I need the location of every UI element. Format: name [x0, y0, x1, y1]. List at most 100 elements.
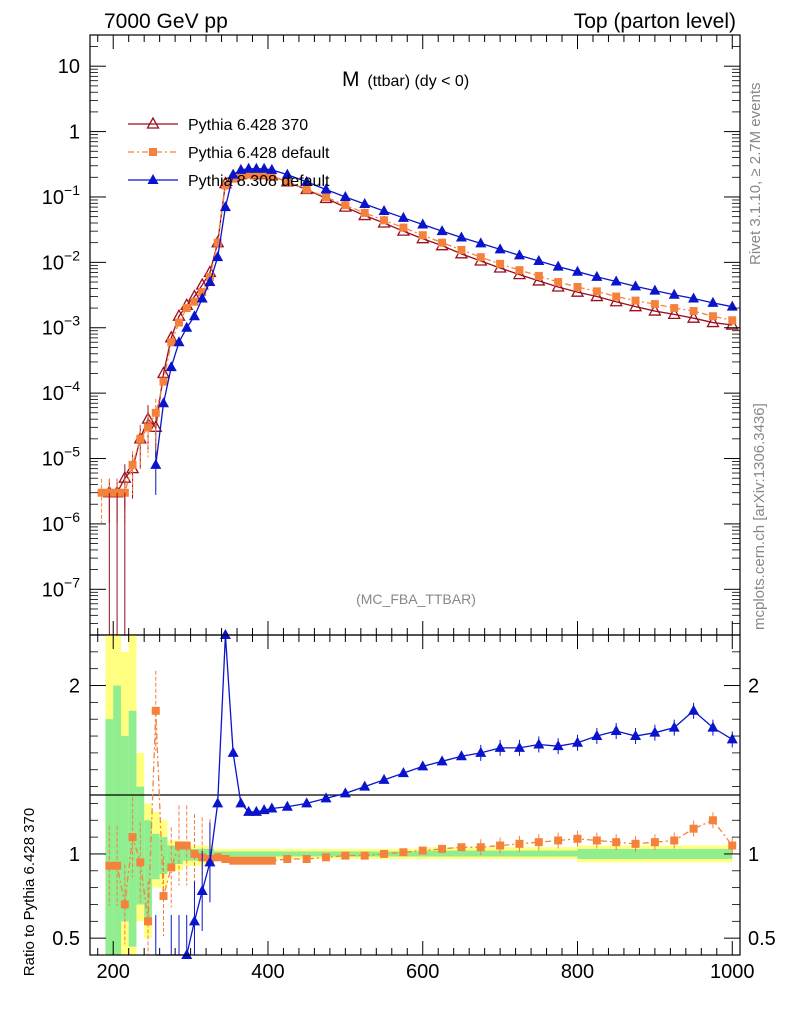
data-point	[235, 163, 247, 174]
ratio-point	[573, 834, 582, 843]
ratio-point	[320, 792, 332, 803]
data-point	[182, 304, 191, 313]
data-point	[592, 287, 601, 296]
data-point	[339, 190, 351, 201]
ratio-point	[689, 824, 698, 833]
ratio-y-tick-label: 0.5	[52, 928, 80, 950]
uncertainty-band	[105, 719, 114, 955]
ratio-y-tick-label-right: 1	[748, 844, 759, 866]
data-point	[572, 265, 583, 276]
series-line-1	[101, 173, 733, 494]
ratio-point	[592, 836, 601, 845]
data-point	[150, 458, 162, 469]
ratio-point	[213, 853, 222, 862]
uncertainty-band	[113, 685, 121, 955]
data-point	[630, 280, 642, 291]
data-point	[244, 170, 253, 179]
ratio-point	[631, 839, 640, 848]
data-point	[688, 292, 700, 303]
header-right: Top (parton level)	[574, 10, 736, 33]
data-point	[612, 292, 621, 301]
legend: Pythia 6.428 370 Pythia 6.428 default Pyth…	[128, 116, 330, 190]
data-point	[359, 198, 371, 209]
data-point	[728, 316, 737, 325]
data-point	[533, 254, 545, 265]
x-tick-label: 600	[406, 961, 439, 983]
data-point	[252, 170, 261, 179]
data-point	[198, 288, 207, 297]
ratio-point	[496, 841, 505, 850]
ratio-point	[266, 802, 278, 813]
ratio-point	[252, 856, 261, 865]
x-tick-label: 800	[561, 961, 594, 983]
ratio-point	[244, 856, 253, 865]
ratio-point	[475, 746, 487, 757]
ratio-y-tick-label-right: 0.5	[748, 928, 776, 950]
ratio-point	[136, 858, 145, 867]
ratio-point	[612, 838, 621, 847]
ratio-point	[438, 844, 447, 853]
rivet-label: Rivet 3.1.10, ≥ 2.7M events	[747, 83, 764, 266]
data-point	[236, 171, 245, 180]
main-yticks: 10−7 10−6 10−5 10−4 10−3 10−2 10−1 1 10	[42, 34, 740, 636]
ratio-point	[359, 780, 371, 791]
ratio-point	[260, 856, 269, 865]
ratio-point	[399, 848, 408, 857]
ratio-point	[243, 805, 255, 816]
ratio-yticks: 0.5 0.5 1 1 2 2	[52, 651, 776, 950]
data-point	[513, 249, 525, 260]
ratio-point	[301, 797, 313, 808]
data-point	[173, 336, 185, 347]
data-point	[667, 307, 681, 320]
ratio-point	[113, 861, 122, 870]
ratio-point	[455, 750, 467, 761]
ratio-xticks: 200 400 600 800 1000	[97, 635, 755, 983]
ratio-point	[196, 885, 208, 895]
ratio-point	[281, 800, 293, 811]
main-panel: 10−7 10−6 10−5 10−4 10−3 10−2 10−1 1 10 M (ttbar…	[42, 34, 741, 636]
ratio-point	[182, 841, 191, 850]
main-marks	[97, 162, 739, 635]
ratio-point	[229, 856, 238, 865]
data-point	[397, 211, 409, 222]
data-point	[188, 310, 200, 321]
data-point	[610, 275, 622, 286]
data-point	[515, 266, 524, 275]
ratio-point	[204, 856, 216, 867]
data-point	[213, 238, 222, 247]
ratio-point	[151, 706, 160, 715]
data-point	[380, 216, 389, 225]
ratio-point	[417, 760, 429, 771]
x-tick-label: 200	[97, 961, 130, 983]
ratio-panel: 0.5 0.5 1 1 2 2 200 400 600 800 1000 Ratio to Pyt…	[21, 629, 776, 983]
data-point	[221, 181, 230, 190]
plot-title: M (ttbar) (dy < 0)	[342, 68, 469, 91]
data-point	[475, 237, 487, 248]
uncertainty-band	[159, 837, 168, 875]
data-point	[534, 271, 543, 280]
data-point	[144, 423, 153, 432]
ratio-point	[235, 797, 247, 808]
y-tick-label: 10−5	[42, 444, 80, 471]
uncertainty-band	[120, 736, 129, 922]
ratio-point	[219, 629, 231, 639]
data-point	[341, 201, 350, 210]
y-tick-label: 10−7	[42, 574, 80, 601]
data-point	[707, 296, 719, 307]
ratio-point	[339, 787, 351, 798]
ratio-point	[128, 833, 137, 842]
data-point	[378, 205, 390, 216]
data-point	[438, 238, 447, 247]
data-point	[494, 243, 506, 254]
uncertainty-band	[577, 848, 733, 859]
uncertainty-band	[144, 820, 152, 922]
legend-marker	[147, 174, 159, 184]
data-point	[281, 168, 293, 179]
ratio-point	[534, 838, 543, 847]
ratio-point	[552, 740, 564, 751]
ratio-line-0	[109, 710, 733, 922]
uncertainty-band	[136, 786, 145, 905]
data-point	[136, 434, 145, 443]
ratio-point	[212, 797, 224, 808]
